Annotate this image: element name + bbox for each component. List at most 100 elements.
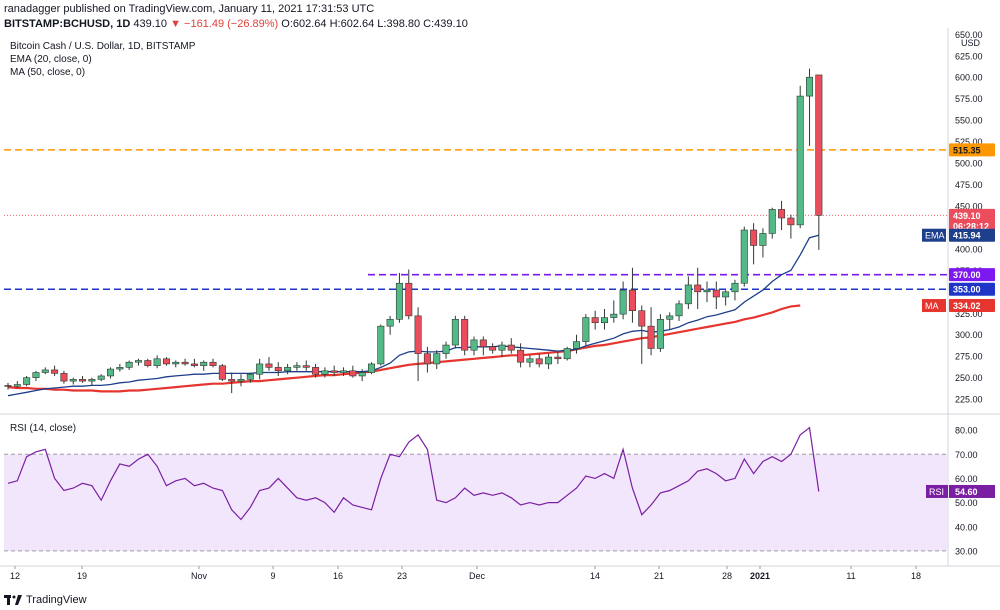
x-tick-label: 18 <box>911 571 921 581</box>
candle-body <box>367 363 375 373</box>
candle-body <box>218 365 226 380</box>
candle-body <box>274 367 282 372</box>
tag-ma-text: 334.02 <box>953 301 981 311</box>
candle-body <box>358 372 366 377</box>
candle-body <box>41 369 49 373</box>
rsi-legend[interactable]: RSI (14, close) <box>10 423 77 434</box>
x-tick-label: 14 <box>590 571 600 581</box>
ema-20-line <box>7 234 819 397</box>
candle-body <box>517 349 525 363</box>
rsi-prefix-text: RSI <box>929 487 944 497</box>
candle-body <box>750 229 758 246</box>
price-tick-label: 275.00 <box>955 352 983 362</box>
tag-ema-prefix-text: EMA <box>925 231 945 241</box>
candle-body <box>414 315 422 354</box>
candle-body <box>535 358 543 365</box>
candle-body <box>545 356 553 365</box>
candle-body <box>88 379 96 382</box>
ema-legend[interactable]: EMA (20, close, 0) <box>10 54 92 65</box>
last-price: 439.10 <box>133 18 168 30</box>
tag-last-price <box>949 208 995 222</box>
candle-body <box>302 365 310 368</box>
rsi-band <box>4 454 947 551</box>
candle-body <box>312 367 320 375</box>
candle-body <box>479 339 487 348</box>
tradingview-logo-icon <box>4 595 22 605</box>
price-tick-label: 450.00 <box>955 201 983 211</box>
candle-body <box>144 360 152 366</box>
candle-body <box>79 379 87 382</box>
price-tick-label: 250.00 <box>955 373 983 383</box>
candle-body <box>731 282 739 293</box>
price-change: ▼ −161.49 (−26.89%) <box>170 18 279 30</box>
candle-body <box>51 369 59 374</box>
tag-countdown-text: 06:28:12 <box>953 222 989 232</box>
candle-body <box>181 361 189 365</box>
tag-ema-text: 415.94 <box>953 231 981 241</box>
tag-ma <box>949 299 995 313</box>
candle-body <box>442 344 450 354</box>
candle-body <box>768 209 776 234</box>
candle-body <box>582 317 590 342</box>
candle-body <box>97 375 105 380</box>
candle-body <box>321 370 329 375</box>
candle-body <box>423 353 431 365</box>
rsi-tick-label: 30.00 <box>955 546 978 556</box>
candle-body <box>815 74 823 216</box>
candle-body <box>246 373 254 380</box>
rsi-prefix <box>926 484 948 498</box>
candle-body <box>125 361 133 368</box>
candle-body <box>526 358 534 363</box>
candle-body <box>256 363 264 375</box>
candle-body <box>190 363 198 366</box>
candle-body <box>162 358 170 365</box>
x-tick-label: 23 <box>397 571 407 581</box>
symbol-line: BITSTAMP:BCHUSD, 1D 439.10 ▼ −161.49 (−2… <box>4 17 468 32</box>
x-tick-label: 21 <box>654 571 664 581</box>
candle-body <box>228 379 236 382</box>
candle-body <box>619 289 627 315</box>
tag-last-price-text: 439.10 <box>953 211 981 221</box>
candle-body <box>759 233 767 246</box>
publish-header: ranadagger published on TradingView.com,… <box>4 2 468 32</box>
price-tick-label: 400.00 <box>955 244 983 254</box>
publish-line: ranadagger published on TradingView.com,… <box>4 3 375 15</box>
candle-body <box>628 289 636 312</box>
chart-title: Bitcoin Cash / U.S. Dollar, 1D, BITSTAMP <box>10 41 196 52</box>
candle-body <box>740 229 748 284</box>
price-tick-label: 225.00 <box>955 395 983 405</box>
candle-body <box>32 372 40 378</box>
candle-body <box>591 317 599 324</box>
price-tick-label: 500.00 <box>955 159 983 169</box>
candle-body <box>284 367 292 372</box>
candle-body <box>470 339 478 351</box>
tag-ma-prefix-text: MA <box>925 301 939 311</box>
candle-body <box>796 95 804 226</box>
price-tick-label: 575.00 <box>955 94 983 104</box>
price-tick-label: 625.00 <box>955 51 983 61</box>
candle-body <box>666 315 674 320</box>
candle-body <box>563 348 571 360</box>
ma-legend[interactable]: MA (50, close, 0) <box>10 67 86 78</box>
tradingview-footer: TradingView <box>4 594 87 606</box>
symbol-label: BITSTAMP:BCHUSD, 1D <box>4 18 131 30</box>
rsi-tag-text: 54.60 <box>955 487 978 497</box>
x-tick-label: Nov <box>191 571 208 581</box>
price-tick-label: 475.00 <box>955 180 983 190</box>
candle-body <box>330 370 338 373</box>
candle-body <box>340 370 348 373</box>
candle-body <box>386 318 394 327</box>
x-tick-label: 19 <box>77 571 87 581</box>
candle-body <box>293 365 301 368</box>
rsi-tag <box>949 484 995 498</box>
candle-body <box>23 377 31 385</box>
x-tick-label: 16 <box>333 571 343 581</box>
candle-body <box>675 303 683 317</box>
price-tick-label: 525.00 <box>955 137 983 147</box>
x-tick-label: 28 <box>722 571 732 581</box>
candle-body <box>647 325 655 349</box>
candle-body <box>433 353 441 365</box>
tag-515 <box>949 143 995 157</box>
candle-body <box>116 367 124 370</box>
